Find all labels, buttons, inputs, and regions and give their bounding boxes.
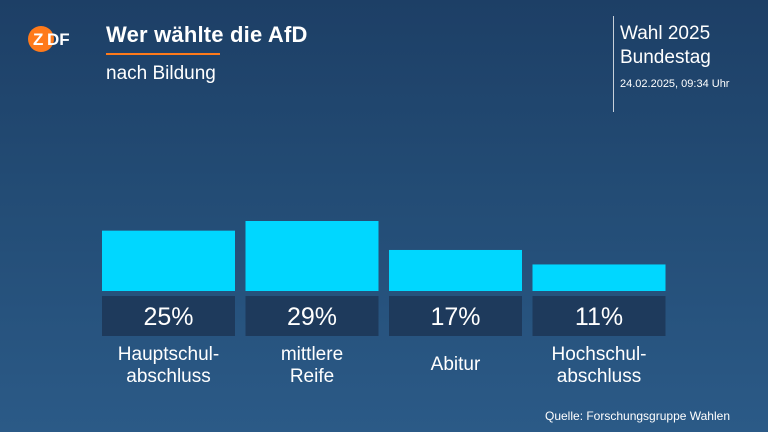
category-label-line: abschluss [557,366,642,387]
election-body: Bundestag [620,47,711,68]
category-label: Hauptschul-abschluss [118,344,219,387]
category-label-line: Hochschul- [551,344,646,365]
bar [532,264,666,291]
chart-title: Wer wählte die AfD [106,22,308,47]
value-label: 17% [430,303,480,331]
header-divider [613,16,614,112]
svg-text:DF: DF [47,30,70,49]
category-label: Hochschul-abschluss [551,344,646,387]
zdf-logo: Z DF [28,26,70,52]
chart-subtitle: nach Bildung [106,63,216,84]
election-label: Wahl 2025 Bundestag [620,22,711,70]
svg-text:Z: Z [33,30,43,49]
timestamp: 24.02.2025, 09:34 Uhr [620,78,730,90]
category-label-line: mittlere [281,344,343,365]
value-label-box [389,296,522,336]
category-label-line: Abitur [431,354,481,375]
value-label-box [532,296,666,336]
bar [389,249,522,291]
value-label: 25% [143,303,193,331]
category-label: Abitur [431,354,481,375]
category-label-line: abschluss [126,366,211,387]
source-note: Quelle: Forschungsgruppe Wahlen [545,409,730,423]
bar [245,221,379,291]
category-label: mittlere Reife [281,344,343,387]
bar [102,230,235,291]
title-underline [106,53,220,55]
value-label: 29% [287,303,337,331]
category-label-line: Hauptschul- [118,344,219,365]
value-label-box [102,296,235,336]
value-label-box [245,296,379,336]
election-name: Wahl 2025 [620,23,711,44]
category-label-line: Reife [290,366,334,387]
value-label: 11% [575,303,623,331]
